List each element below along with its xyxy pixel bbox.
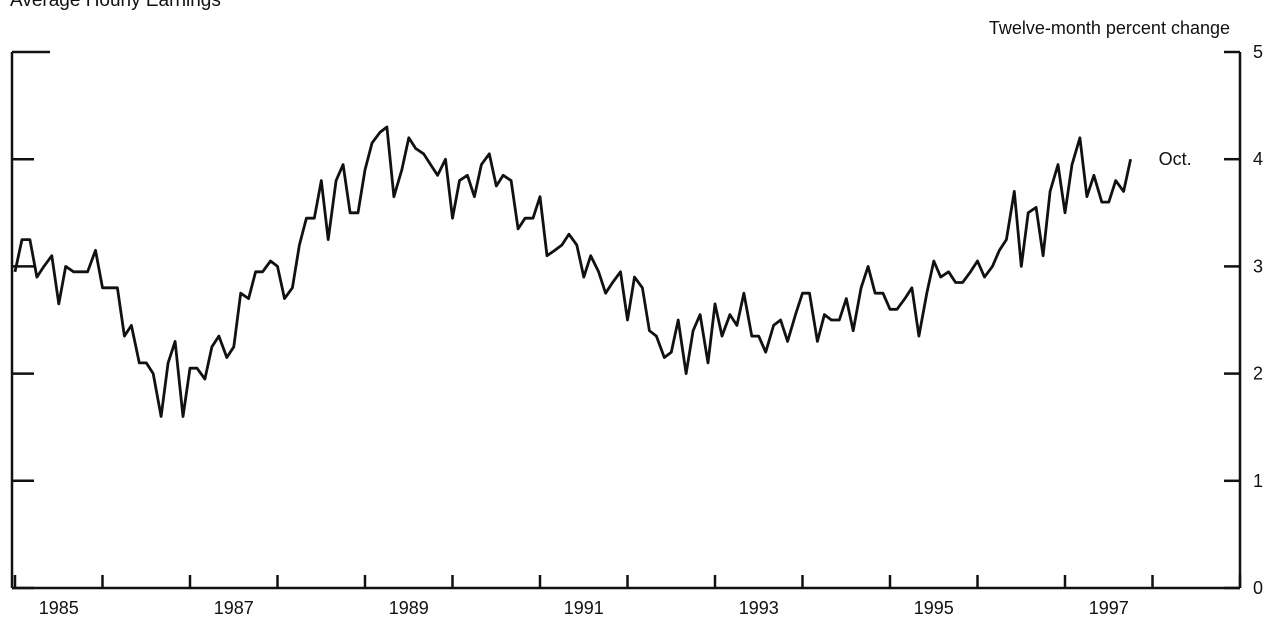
x-tick-label: 1991 [564,598,604,618]
x-tick-label: 1995 [914,598,954,618]
y-axis-label: Twelve-month percent change [989,18,1230,38]
y-tick-label: 4 [1253,149,1263,169]
y-tick-label: 3 [1253,256,1263,276]
x-tick-label: 1993 [739,598,779,618]
chart-title: Average Hourly Earnings [10,0,221,11]
y-tick-label: 5 [1253,42,1263,62]
data-line [13,125,1132,418]
y-tick-label: 2 [1253,364,1263,384]
annotation: Oct. [1159,149,1192,169]
y-tick-label: 1 [1253,471,1263,491]
y-tick-label: 0 [1253,578,1263,598]
x-tick-label: 1997 [1089,598,1129,618]
x-tick-label: 1987 [214,598,254,618]
x-tick-label: 1985 [39,598,79,618]
x-tick-label: 1989 [389,598,429,618]
